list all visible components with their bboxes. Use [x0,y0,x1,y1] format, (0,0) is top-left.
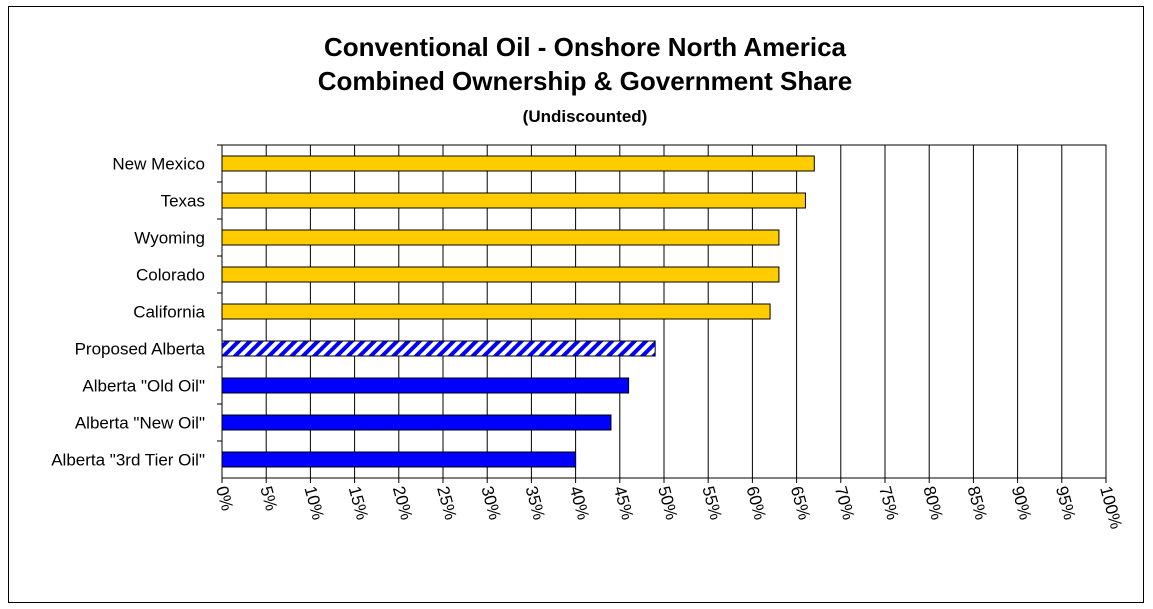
bar-1 [221,192,806,209]
x-tick-label: 5% [256,484,281,513]
bar-2 [221,229,780,246]
x-tick-label: 20% [389,484,416,522]
x-tick-label: 0% [212,484,237,513]
x-tick-label: 45% [610,484,637,522]
x-tick-label: 10% [301,484,328,522]
x-tick-label: 15% [345,484,372,522]
bar-8 [221,451,577,468]
x-tick-label: 25% [433,484,460,522]
x-tick-label: 40% [566,484,593,522]
x-tick-label: 70% [831,484,858,522]
x-tick-label: 100% [1096,484,1126,531]
category-label: Proposed Alberta [75,340,206,359]
plot-area-border [221,144,1107,479]
category-label: New Mexico [112,155,205,174]
bar-5 [221,340,656,357]
category-label: Alberta "3rd Tier Oil" [51,451,205,470]
category-label: California [133,303,205,322]
chart-title-line-2: Combined Ownership & Government Share [317,66,853,96]
bar-4 [221,303,771,320]
x-tick-label: 35% [522,484,549,522]
category-label: Alberta "New Oil" [75,414,205,433]
x-tick-label: 30% [477,484,504,522]
chart-title: Conventional Oil - Onshore North America… [0,30,1153,98]
x-tick-label: 50% [654,484,681,522]
category-label: Texas [161,192,205,211]
bar-7 [221,414,612,431]
x-tick-label: 65% [787,484,814,522]
bar-0 [221,155,815,172]
x-tick-label: 55% [698,484,725,522]
x-tick-label: 75% [875,484,902,522]
chart-subtitle: (Undiscounted) [522,107,648,126]
chart-title-line-1: Conventional Oil - Onshore North America [324,32,846,62]
bar-3 [221,266,780,283]
x-tick-label: 60% [743,484,770,522]
category-label: Colorado [136,266,205,285]
category-label: Alberta "Old Oil" [82,377,205,396]
x-tick-label: 95% [1052,484,1079,522]
category-label: Wyoming [134,229,205,248]
x-tick-label: 80% [919,484,946,522]
x-tick-label: 85% [964,484,991,522]
x-tick-label: 90% [1008,484,1035,522]
bar-6 [221,377,630,394]
